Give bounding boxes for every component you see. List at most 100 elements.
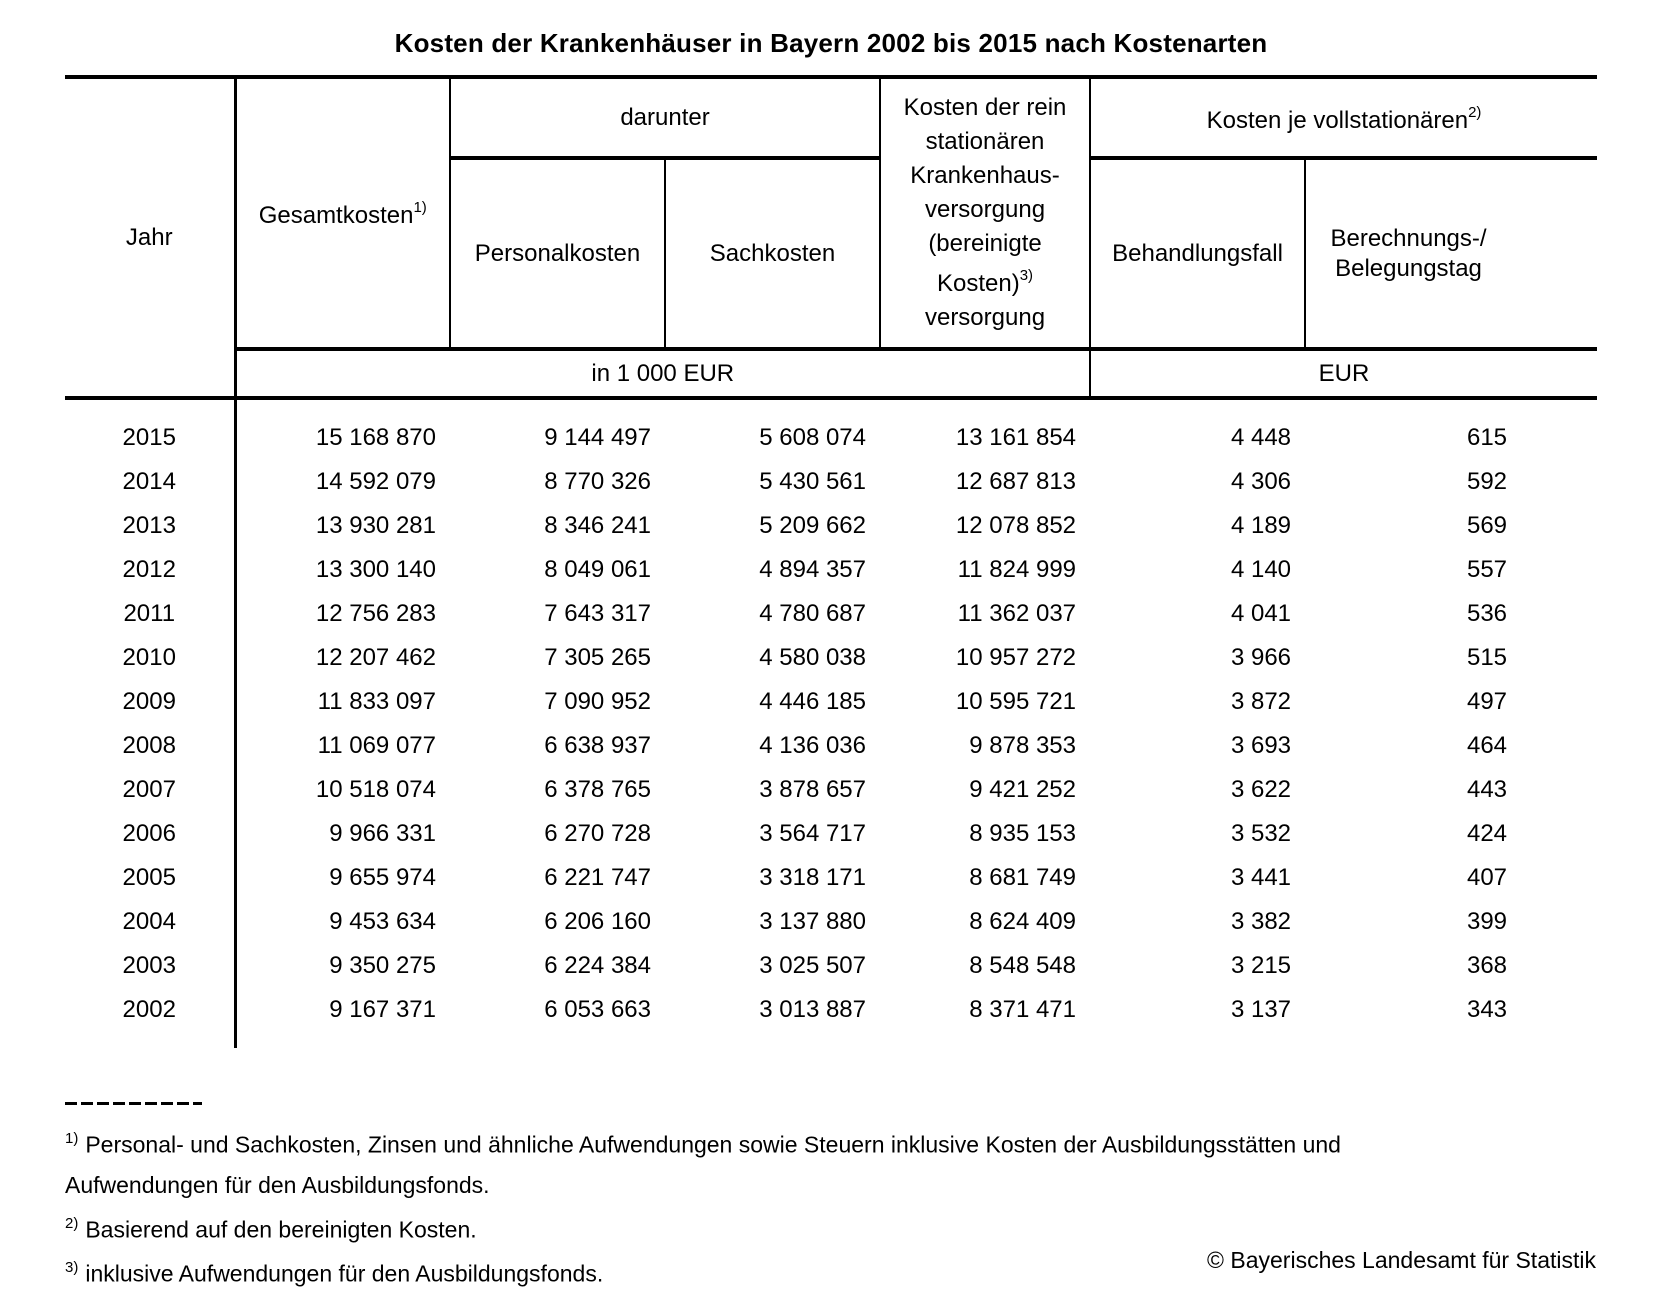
table-row: 2004 9 453 634 6 206 160 3 137 880 8 624… [65, 900, 1597, 944]
belegungstag-cell: 368 [1466, 952, 1508, 979]
bereinigte-kosten-cell: 12 078 852 [955, 512, 1077, 539]
personalkosten-cell: 6 270 728 [544, 820, 651, 847]
footnote-1-marker: 1) [65, 1130, 79, 1147]
table-body-bottom-spacer [65, 1032, 1597, 1048]
behandlungsfall-cell: 3 966 [1230, 644, 1292, 671]
gesamtkosten-cell: 15 168 870 [315, 424, 436, 451]
sachkosten-label: Sachkosten [709, 239, 836, 267]
bereinigte-kosten-cell: 11 824 999 [957, 556, 1077, 583]
bereinigte-kosten-cell: 8 548 548 [969, 952, 1077, 979]
column-header-jahr: Jahr [65, 77, 237, 400]
footnote-1-line1: 1) Personal- und Sachkosten, Zinsen und ä… [65, 1120, 1565, 1165]
behandlungsfall-label: Behandlungsfall [1112, 239, 1283, 267]
bereinigte-kosten-cell: 11 362 037 [957, 600, 1077, 627]
jahr-label: Jahr [125, 223, 173, 251]
year-cell: 2009 [65, 680, 237, 724]
footnote-1-line2: Aufwendungen für den Ausbildungsfonds. [65, 1165, 1565, 1205]
footnote-1-text-line2: Aufwendungen für den Ausbildungsfonds. [65, 1171, 490, 1198]
bereinigte-kosten-cell: 9 421 252 [969, 776, 1077, 803]
behandlungsfall-cell: 3 137 [1230, 996, 1292, 1023]
year-cell: 2014 [65, 460, 237, 504]
belegungstag-cell: 515 [1466, 644, 1508, 671]
belegungstag-cell: 343 [1466, 996, 1508, 1023]
year-cell: 2002 [65, 988, 237, 1032]
berechnungstag-line2: Belegungstag [1335, 254, 1482, 282]
belegungstag-cell: 497 [1466, 688, 1508, 715]
behandlungsfall-cell: 4 140 [1230, 556, 1292, 583]
personalkosten-cell: 8 770 326 [544, 468, 651, 495]
gesamtkosten-cell: 11 069 077 [317, 732, 436, 759]
table-row: 2015 15 168 870 9 144 497 5 608 074 13 1… [65, 416, 1597, 460]
gesamtkosten-cell: 13 930 281 [315, 512, 436, 539]
table-row: 2013 13 930 281 8 346 241 5 209 662 12 0… [65, 504, 1597, 548]
bereinigt-line: (bereinigte [928, 230, 1042, 257]
column-header-sachkosten: Sachkosten [665, 158, 882, 351]
table-row: 2005 9 655 974 6 221 747 3 318 171 8 681… [65, 856, 1597, 900]
year-cell: 2011 [65, 592, 237, 636]
gesamtkosten-cell: 13 300 140 [315, 556, 436, 583]
year-cell: 2013 [65, 504, 237, 548]
footnote-2: 2) Basierend auf den bereinigten Kosten. [65, 1205, 1565, 1250]
sachkosten-cell: 4 580 038 [759, 644, 867, 671]
behandlungsfall-cell: 3 693 [1230, 732, 1292, 759]
gesamtkosten-cell: 11 833 097 [317, 688, 436, 715]
table-row: 2008 11 069 077 6 638 937 4 136 036 9 87… [65, 724, 1597, 768]
column-header-personalkosten: Personalkosten [450, 158, 666, 351]
data-table: Jahr Gesamtkosten1) darunter Kosten der … [65, 75, 1598, 1048]
bereinigt-line: Kosten)3) [881, 261, 1089, 301]
gesamtkosten-cell: 9 350 275 [329, 952, 436, 979]
bereinigte-kosten-cell: 9 878 353 [969, 732, 1077, 759]
belegungstag-cell: 407 [1466, 864, 1508, 891]
belegungstag-cell: 615 [1466, 424, 1508, 451]
footnote-ref-3: 3) [1019, 267, 1034, 284]
bereinigte-kosten-cell: 10 957 272 [955, 644, 1077, 671]
personalkosten-cell: 7 090 952 [544, 688, 651, 715]
belegungstag-cell: 443 [1466, 776, 1508, 803]
behandlungsfall-cell: 3 382 [1230, 908, 1292, 935]
bereinigt-line: Krankenhaus- [910, 162, 1060, 189]
berechnungstag-line1: Berechnungs-/ [1330, 224, 1487, 252]
sachkosten-cell: 3 318 171 [759, 864, 867, 891]
footnotes-block: 1) Personal- und Sachkosten, Zinsen und ä… [65, 1102, 1565, 1294]
personalkosten-cell: 6 053 663 [544, 996, 651, 1023]
column-header-berechnungstag: Berechnungs-/ Belegungstag [1305, 158, 1598, 351]
sachkosten-cell: 4 136 036 [759, 732, 867, 759]
sachkosten-cell: 5 209 662 [759, 512, 867, 539]
gesamtkosten-cell: 12 207 462 [315, 644, 436, 671]
table-body-top-spacer [65, 398, 1597, 416]
behandlungsfall-cell: 3 872 [1230, 688, 1292, 715]
behandlungsfall-cell: 4 189 [1230, 512, 1292, 539]
sachkosten-cell: 4 780 687 [759, 600, 867, 627]
year-cell: 2008 [65, 724, 237, 768]
table-row: 2002 9 167 371 6 053 663 3 013 887 8 371… [65, 988, 1597, 1032]
table-row: 2011 12 756 283 7 643 317 4 780 687 11 3… [65, 592, 1597, 636]
gesamtkosten-cell: 14 592 079 [315, 468, 436, 495]
darunter-label: darunter [620, 103, 710, 131]
behandlungsfall-cell: 3 532 [1230, 820, 1292, 847]
belegungstag-cell: 399 [1466, 908, 1508, 935]
bereinigt-kosten-label: Kosten) [936, 270, 1020, 297]
table-header: Jahr Gesamtkosten1) darunter Kosten der … [65, 77, 1598, 400]
table-row: 2014 14 592 079 8 770 326 5 430 561 12 6… [65, 460, 1597, 504]
year-cell: 2004 [65, 900, 237, 944]
personalkosten-label: Personalkosten [474, 239, 641, 267]
table-row: 2009 11 833 097 7 090 952 4 446 185 10 5… [65, 680, 1597, 724]
sachkosten-cell: 3 013 887 [759, 996, 867, 1023]
column-group-darunter: darunter [450, 77, 882, 160]
table-row: 2007 10 518 074 6 378 765 3 878 657 9 42… [65, 768, 1597, 812]
bereinigte-kosten-cell: 8 681 749 [969, 864, 1077, 891]
sachkosten-cell: 3 564 717 [759, 820, 867, 847]
gesamtkosten-cell: 12 756 283 [315, 600, 436, 627]
personalkosten-cell: 9 144 497 [544, 424, 651, 451]
bereinigte-kosten-cell: 10 595 721 [955, 688, 1077, 715]
personalkosten-cell: 6 206 160 [544, 908, 651, 935]
footnote-3-text: inklusive Aufwendungen für den Ausbildun… [85, 1260, 604, 1287]
gesamtkosten-label: Gesamtkosten [258, 202, 414, 229]
sachkosten-cell: 3 025 507 [759, 952, 867, 979]
bereinigte-kosten-cell: 12 687 813 [955, 468, 1077, 495]
personalkosten-cell: 6 221 747 [544, 864, 651, 891]
table-row: 2012 13 300 140 8 049 061 4 894 357 11 8… [65, 548, 1597, 592]
column-header-gesamtkosten: Gesamtkosten1) [235, 77, 451, 351]
table-row: 2010 12 207 462 7 305 265 4 580 038 10 9… [65, 636, 1597, 680]
personalkosten-cell: 7 643 317 [544, 600, 651, 627]
